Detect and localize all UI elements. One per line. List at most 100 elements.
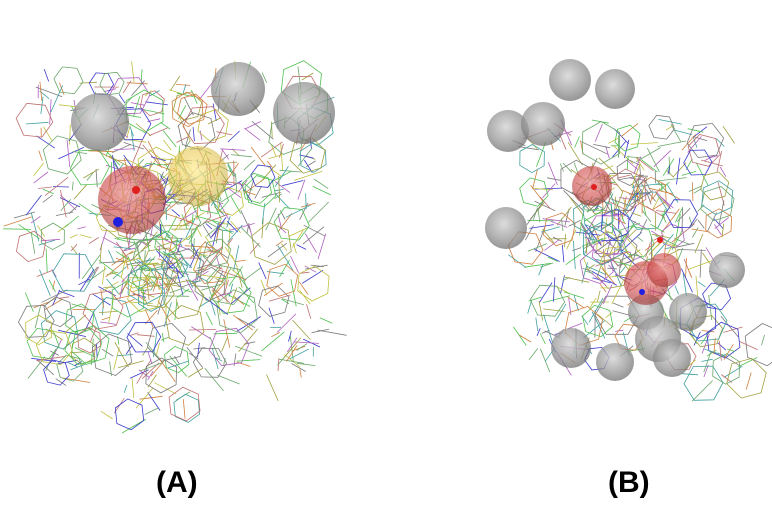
bond-line	[217, 374, 240, 385]
panel-b-atom-red	[591, 184, 597, 190]
bond-line	[58, 290, 75, 298]
aromatic-ring	[69, 149, 111, 186]
bond-line	[582, 268, 593, 272]
bond-line	[212, 103, 217, 122]
bond-line	[180, 256, 193, 269]
bond-line	[535, 317, 539, 332]
bond-line	[241, 227, 261, 248]
bond-line	[114, 238, 139, 245]
bond-line	[176, 243, 181, 253]
bond-line	[226, 237, 234, 246]
bond-line	[660, 196, 674, 209]
bond-line	[161, 261, 171, 291]
bond-line	[562, 162, 573, 173]
bond-line	[117, 360, 144, 369]
bond-line	[260, 141, 283, 158]
panel-b-label: (B)	[608, 466, 650, 499]
bond-line	[196, 263, 213, 269]
bond-line	[157, 300, 171, 323]
bond-line	[102, 281, 119, 292]
bond-line	[624, 139, 630, 159]
bond-line	[526, 200, 545, 225]
aromatic-ring	[299, 142, 327, 173]
bond-line	[130, 332, 139, 336]
bond-line	[78, 278, 91, 286]
aromatic-ring	[206, 265, 248, 306]
bond-line	[605, 312, 613, 319]
bond-line	[49, 99, 52, 125]
bond-line	[542, 218, 570, 223]
bond-line	[63, 314, 87, 334]
bond-line	[106, 278, 120, 294]
bond-line	[108, 249, 115, 264]
bond-line	[140, 256, 156, 273]
bond-line	[49, 339, 62, 363]
bond-line	[163, 212, 192, 223]
bond-line	[543, 314, 554, 344]
bond-line	[286, 345, 298, 362]
bond-line	[561, 218, 564, 232]
bond-line	[609, 230, 622, 255]
bond-line	[537, 209, 541, 223]
bond-line	[205, 242, 229, 259]
bond-line	[612, 217, 626, 225]
bond-line	[540, 348, 551, 373]
bond-line	[227, 130, 240, 143]
bond-line	[114, 341, 129, 368]
bond-line	[542, 183, 556, 199]
bond-line	[612, 302, 624, 308]
bond-line	[236, 359, 261, 362]
bond-line	[130, 130, 135, 152]
aromatic-ring	[177, 112, 216, 151]
bond-line	[45, 248, 48, 273]
bond-line	[299, 368, 302, 378]
bond-line	[79, 268, 95, 292]
bond-line	[561, 244, 565, 263]
panel-b-excluded-volume-sphere	[487, 110, 529, 152]
bond-line	[527, 219, 554, 222]
bond-line	[676, 157, 681, 185]
panel-b-excluded-volume-sphere	[551, 328, 591, 368]
bond-line	[226, 220, 238, 233]
bond-line	[125, 114, 141, 118]
bond-line	[33, 302, 49, 309]
aromatic-ring	[125, 89, 164, 133]
panel-a-hydrogen-bond-sphere	[98, 166, 166, 234]
bond-line	[254, 186, 262, 199]
bond-line	[292, 242, 297, 254]
bond-line	[218, 269, 247, 281]
aromatic-ring	[297, 265, 330, 302]
bond-line	[642, 199, 647, 216]
panel-a-molecule-overlay	[3, 60, 347, 434]
bond-line	[704, 348, 726, 357]
bond-line	[115, 251, 129, 261]
bond-line	[727, 348, 735, 352]
bond-line	[182, 399, 186, 419]
bond-line	[284, 354, 301, 368]
bond-line	[211, 347, 219, 370]
aromatic-ring	[194, 266, 226, 302]
bond-line	[299, 202, 309, 220]
bond-line	[544, 239, 560, 251]
bond-line	[48, 279, 56, 292]
bond-line	[261, 331, 285, 352]
bond-line	[234, 296, 245, 306]
bond-line	[209, 336, 221, 360]
bond-line	[687, 128, 704, 133]
bond-line	[701, 330, 715, 333]
bond-line	[191, 285, 210, 288]
bond-line	[171, 209, 181, 217]
bond-line	[238, 328, 259, 352]
bond-line	[210, 285, 230, 304]
bond-line	[285, 204, 311, 218]
aromatic-ring	[216, 289, 258, 334]
bond-line	[564, 234, 566, 248]
bond-line	[129, 369, 149, 379]
bond-line	[3, 228, 32, 230]
bond-line	[723, 344, 734, 360]
bond-line	[675, 206, 684, 223]
bond-line	[592, 203, 600, 213]
bond-line	[631, 212, 642, 217]
bond-line	[68, 205, 78, 215]
bond-line	[39, 269, 51, 296]
